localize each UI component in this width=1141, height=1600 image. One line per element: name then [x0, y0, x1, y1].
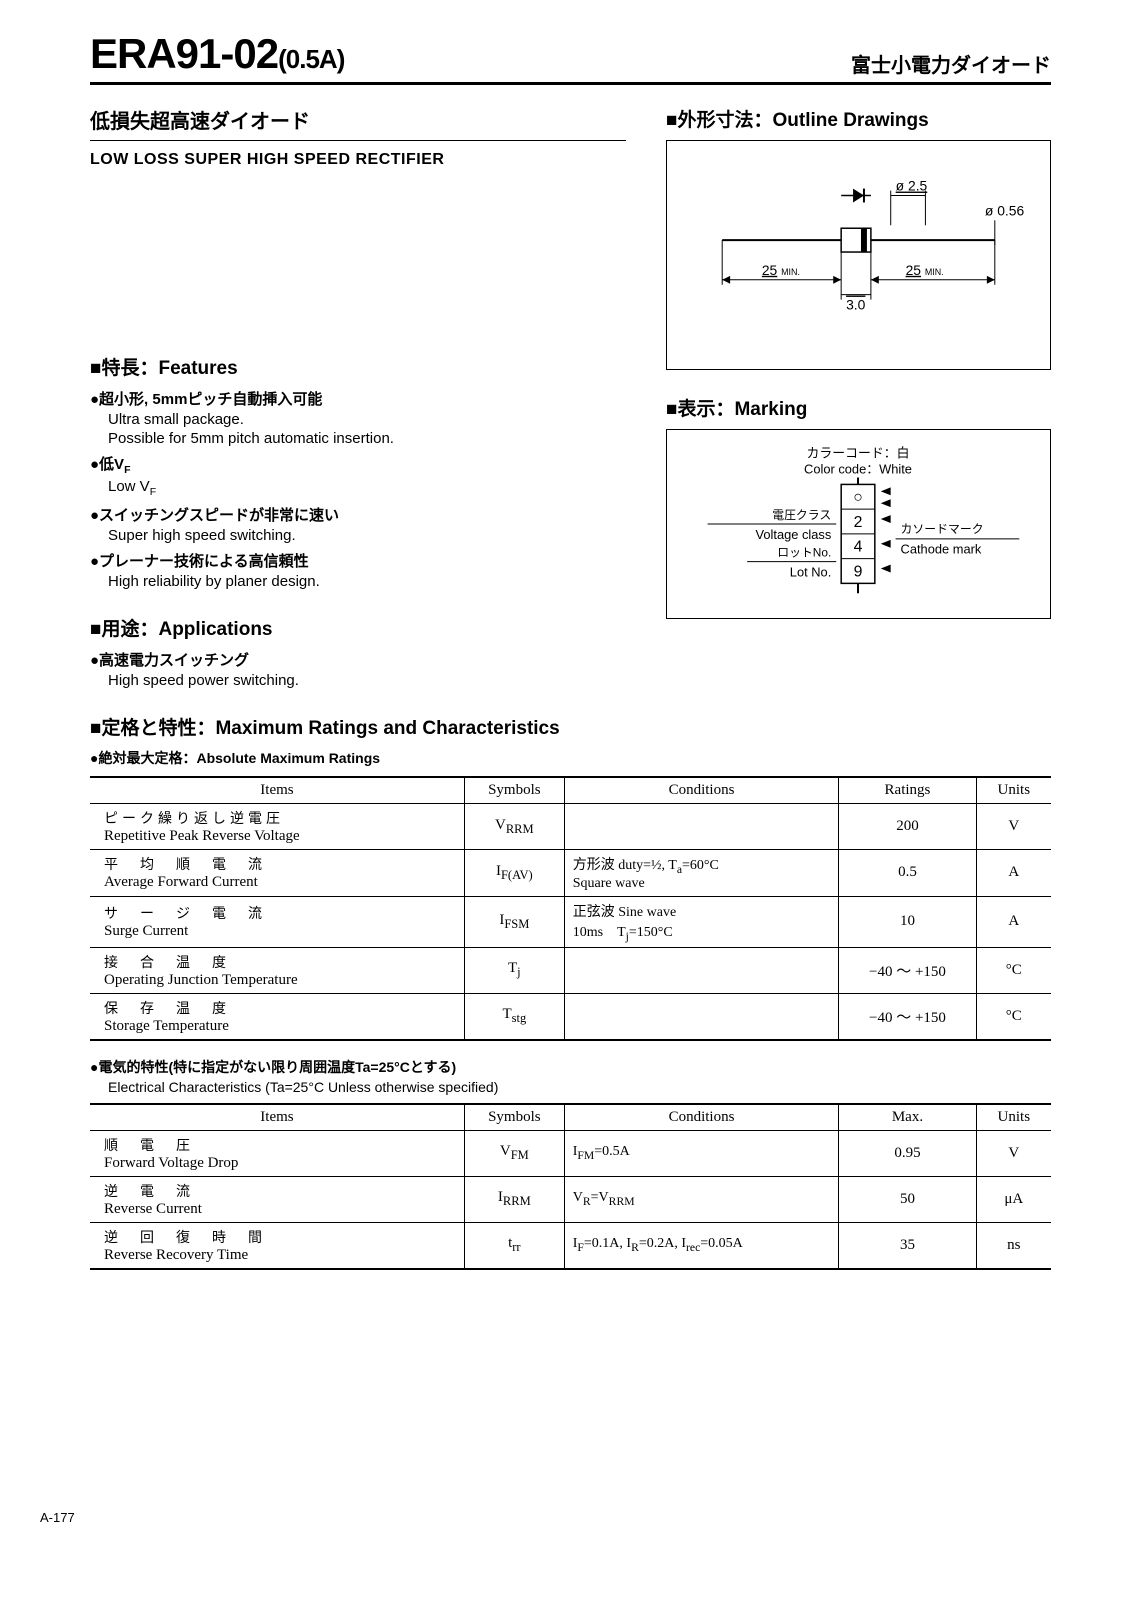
svg-text:電圧クラス: 電圧クラス	[772, 508, 831, 522]
svg-text:25 MIN.: 25 MIN.	[762, 262, 800, 278]
desc-title-en: LOW LOSS SUPER HIGH SPEED RECTIFIER	[90, 151, 626, 169]
svg-text:3.0: 3.0	[846, 297, 866, 313]
svg-text:2: 2	[854, 514, 863, 531]
application-en: High speed power switching.	[108, 672, 626, 689]
features-list: ●超小形, 5mmピッチ自動挿入可能 Ultra small package. …	[90, 388, 626, 590]
svg-text:Lot No.: Lot No.	[790, 564, 831, 579]
feature-en: Super high speed switching.	[108, 527, 626, 544]
marking-diagram: カラーコード：白 Color code：White ○ 2 4 9	[666, 429, 1051, 619]
applications-heading: ■用途：Applications	[90, 614, 626, 641]
svg-text:25 MIN.: 25 MIN.	[906, 262, 944, 278]
feature-en: High reliability by planer design.	[108, 573, 626, 590]
col-conditions: Conditions	[564, 1104, 839, 1131]
table-row: 逆 回 復 時 間Reverse Recovery TimetrrIF=0.1A…	[90, 1222, 1051, 1269]
electrical-sub-en: Electrical Characteristics (Ta=25°C Unle…	[108, 1079, 1051, 1095]
outline-drawing: ø 2.5 ø 0.56	[666, 140, 1051, 370]
table-row: サ ー ジ 電 流Surge CurrentIFSM正弦波 Sine wave1…	[90, 896, 1051, 947]
col-items: Items	[90, 1104, 464, 1131]
svg-text:ø 0.56: ø 0.56	[985, 202, 1025, 218]
page-number: A-177	[40, 1510, 1051, 1525]
col-ratings: Ratings	[839, 777, 976, 804]
col-conditions: Conditions	[564, 777, 839, 804]
feature-jp: ●スイッチングスピードが非常に速い	[90, 504, 626, 525]
feature-en: Ultra small package.	[108, 411, 626, 428]
feature-jp: ●プレーナー技術による高信頼性	[90, 550, 626, 571]
col-symbols: Symbols	[464, 1104, 564, 1131]
col-units: Units	[976, 1104, 1051, 1131]
part-number: ERA91-02(0.5A)	[90, 30, 344, 78]
table-row: 逆 電 流Reverse CurrentIRRMVR=VRRM50μA	[90, 1176, 1051, 1222]
col-max: Max.	[839, 1104, 976, 1131]
electrical-table: Items Symbols Conditions Max. Units 順 電 …	[90, 1103, 1051, 1270]
table-row: 平 均 順 電 流Average Forward CurrentIF(AV)方形…	[90, 850, 1051, 897]
feature-en: Possible for 5mm pitch automatic inserti…	[108, 430, 626, 447]
svg-text:○: ○	[853, 489, 863, 506]
col-units: Units	[976, 777, 1051, 804]
features-heading: ■特長：Features	[90, 353, 626, 380]
col-items: Items	[90, 777, 464, 804]
svg-text:9: 9	[854, 563, 863, 580]
svg-text:カラーコード：白: カラーコード：白	[807, 446, 910, 461]
page-header: ERA91-02(0.5A) 富士小電力ダイオード	[90, 30, 1051, 85]
abs-max-ratings-table: Items Symbols Conditions Ratings Units ピ…	[90, 776, 1051, 1041]
table-row: 保 存 温 度Storage TemperatureTstg−40 〜 +150…	[90, 993, 1051, 1040]
electrical-sub-jp: ●電気的特性(特に指定がない限り周囲温度Ta=25°Cとする)	[90, 1057, 1051, 1077]
svg-text:ø 2.5: ø 2.5	[896, 178, 928, 194]
part-main: ERA91-02	[90, 30, 278, 77]
svg-text:4: 4	[854, 539, 863, 556]
part-sub: (0.5A)	[278, 44, 344, 74]
svg-text:Voltage class: Voltage class	[756, 527, 832, 542]
table-row: 接 合 温 度Operating Junction TemperatureTj−…	[90, 947, 1051, 993]
svg-text:カソードマーク: カソードマーク	[901, 522, 984, 536]
feature-jp: ●低VF	[90, 453, 626, 476]
ratings-sub-jp: ●絶対最大定格：Absolute Maximum Ratings	[90, 748, 1051, 768]
feature-jp: ●超小形, 5mmピッチ自動挿入可能	[90, 388, 626, 409]
marking-heading: ■表示：Marking	[666, 394, 1051, 421]
header-right-jp: 富士小電力ダイオード	[851, 49, 1051, 78]
svg-text:ロットNo.: ロットNo.	[777, 546, 831, 560]
application-jp: ●高速電力スイッチング	[90, 649, 626, 670]
table-row: ピーク繰り返し逆電圧Repetitive Peak Reverse Voltag…	[90, 804, 1051, 850]
col-symbols: Symbols	[464, 777, 564, 804]
outline-heading: ■外形寸法：Outline Drawings	[666, 105, 1051, 132]
feature-en: Low VF	[108, 478, 626, 498]
ratings-heading: ■定格と特性：Maximum Ratings and Characteristi…	[90, 713, 1051, 740]
desc-title-jp: 低損失超高速ダイオード	[90, 105, 626, 141]
svg-text:Cathode mark: Cathode mark	[901, 542, 982, 557]
svg-text:Color code：White: Color code：White	[804, 462, 912, 477]
table-row: 順 電 圧Forward Voltage DropVFMIFM=0.5A0.95…	[90, 1130, 1051, 1176]
